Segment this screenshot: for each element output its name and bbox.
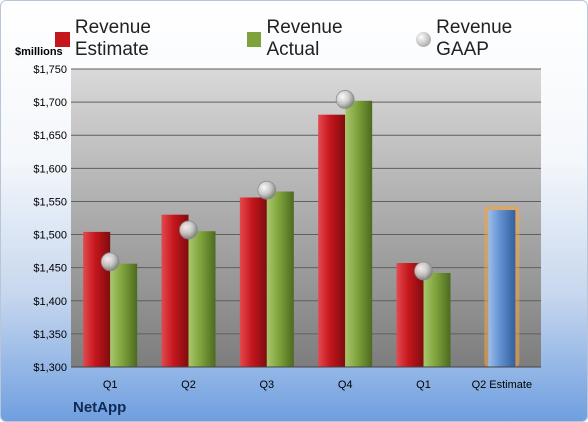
legend: Revenue Estimate Revenue Actual Revenue … xyxy=(55,17,587,61)
gaap-marker xyxy=(179,220,198,240)
y-tick-label: $1,500 xyxy=(33,230,67,242)
x-tick-label: Q2 Estimate xyxy=(472,379,533,391)
y-tick-label: $1,300 xyxy=(33,362,67,374)
bar-estimate xyxy=(161,214,189,367)
y-tick-label: $1,350 xyxy=(33,329,67,341)
bar-estimate xyxy=(396,263,424,367)
y-tick-label: $1,550 xyxy=(33,196,67,208)
bar-estimate xyxy=(239,197,267,367)
y-tick-label: $1,650 xyxy=(33,130,67,142)
x-tick-label: Q1 xyxy=(416,379,431,391)
y-tick-label: $1,750 xyxy=(33,64,67,76)
legend-label-actual: Revenue Actual xyxy=(266,17,343,60)
legend-label-gaap: Revenue GAAP xyxy=(436,17,513,60)
bar-estimate xyxy=(83,231,111,367)
plot-area xyxy=(71,69,541,367)
x-tick-label: Q4 xyxy=(338,379,353,391)
legend-label-estimate: Revenue Estimate xyxy=(74,17,151,60)
legend-swatch-actual xyxy=(246,31,262,47)
legend-swatch-gaap xyxy=(416,31,432,47)
gaap-marker xyxy=(414,261,433,281)
bar-actual xyxy=(423,272,451,367)
bar-actual xyxy=(110,263,138,367)
y-axis-label: $millions xyxy=(15,46,63,58)
bar-estimate xyxy=(318,114,346,368)
y-tick-label: $1,700 xyxy=(33,97,67,109)
gaap-marker xyxy=(257,180,277,200)
bar-actual xyxy=(345,100,373,367)
x-tick-label: Q2 xyxy=(181,379,196,391)
y-tick-label: $1,600 xyxy=(33,163,67,175)
legend-item-gaap: Revenue GAAP xyxy=(416,17,569,61)
x-tick-label: Q1 xyxy=(103,379,118,391)
y-tick-label: $1,450 xyxy=(33,263,67,275)
gaap-marker xyxy=(100,252,120,272)
legend-swatch-estimate xyxy=(55,31,70,47)
legend-item-estimate: Revenue Estimate xyxy=(55,17,229,61)
bar-actual xyxy=(266,191,294,367)
bar-actual xyxy=(188,231,216,367)
legend-item-actual: Revenue Actual xyxy=(246,17,399,61)
bar-future-estimate xyxy=(488,210,516,367)
x-tick-label: Q3 xyxy=(259,379,274,391)
y-tick-label: $1,400 xyxy=(33,296,67,308)
gaap-marker xyxy=(335,90,355,109)
company-name: NetApp xyxy=(73,399,127,416)
